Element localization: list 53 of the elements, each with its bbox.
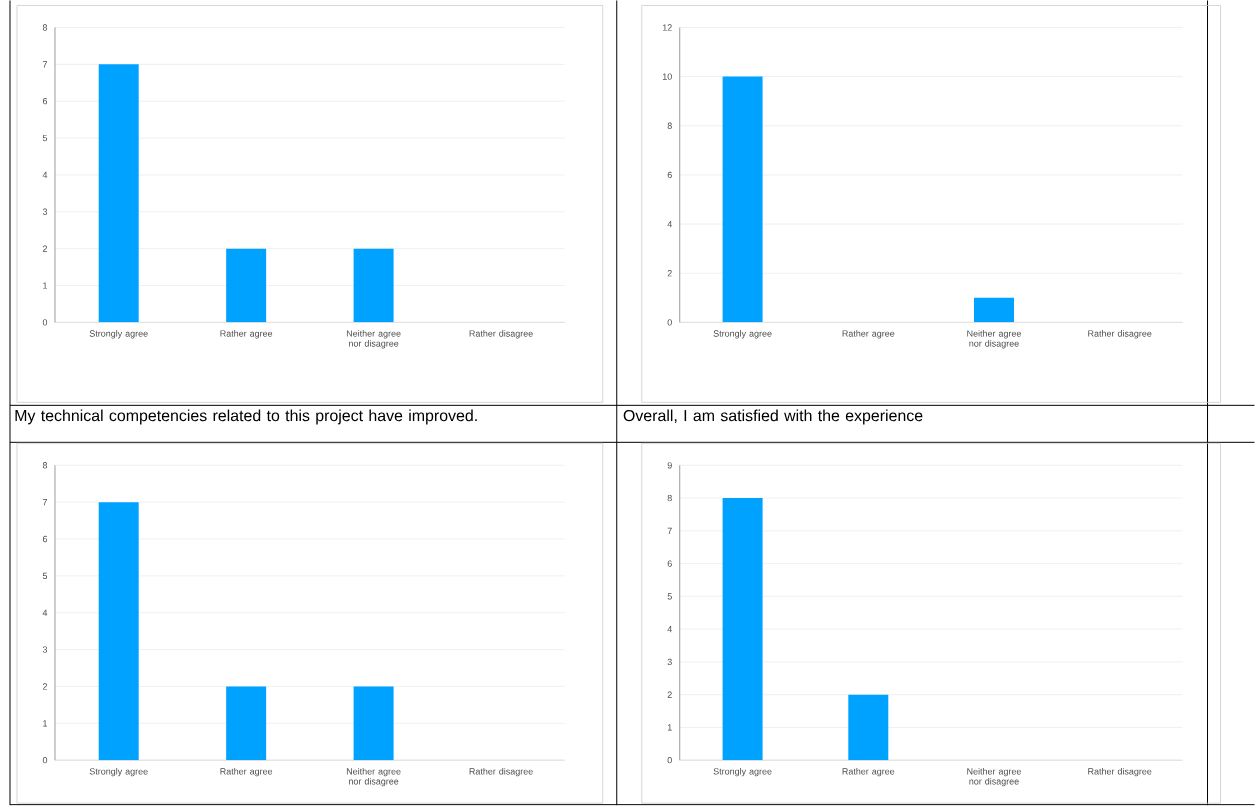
- x-tick-label: Rather disagree: [469, 768, 533, 777]
- y-tick-label: 7: [42, 61, 48, 68]
- x-tick-label: Rather disagree: [469, 330, 533, 339]
- y-tick-label: 2: [667, 691, 672, 698]
- y-tick-label: 3: [42, 646, 48, 653]
- chart-title: My technical competencies related to this project have improved.: [15, 409, 477, 425]
- y-tick-label: 8: [42, 462, 48, 469]
- y-tick-label: 4: [42, 609, 48, 616]
- y-tick-label: 7: [42, 499, 48, 506]
- y-tick-label: 6: [42, 98, 48, 105]
- x-tick-label: Strongly agree: [89, 768, 148, 777]
- y-tick-label: 8: [42, 24, 48, 31]
- y-tick-label: 0: [667, 319, 672, 326]
- y-tick-label: 4: [42, 171, 48, 179]
- y-tick-label: 2: [42, 683, 48, 690]
- y-tick-label: 5: [42, 572, 48, 580]
- y-tick-label: 0: [42, 757, 48, 764]
- x-tick-label: Neither agree nor disagree: [967, 330, 1021, 349]
- x-tick-label: Rather agree: [220, 330, 273, 339]
- y-tick-label: 8: [667, 122, 672, 130]
- x-tick-label: Strongly agree: [713, 330, 772, 339]
- y-tick-label: 1: [43, 720, 48, 727]
- y-tick-label: 6: [667, 171, 672, 179]
- x-tick-label: Neither agree nor disagree: [346, 768, 401, 787]
- y-tick-label: 8: [667, 495, 672, 502]
- x-tick-label: Neither agree nor disagree: [346, 330, 401, 349]
- y-tick-label: 7: [667, 527, 672, 535]
- y-tick-label: 5: [667, 593, 672, 600]
- y-tick-label: 1: [43, 282, 48, 289]
- y-tick-label: 0: [667, 757, 672, 764]
- x-tick-label: Strongly agree: [713, 768, 772, 777]
- y-tick-label: 5: [42, 135, 48, 142]
- y-tick-label: 4: [667, 626, 672, 633]
- x-tick-label: Rather agree: [842, 768, 895, 777]
- y-tick-label: 12: [662, 24, 672, 31]
- x-tick-label: Rather disagree: [1088, 330, 1152, 339]
- y-tick-label: 1: [667, 724, 672, 731]
- y-tick-label: 6: [667, 560, 672, 567]
- x-tick-label: Rather agree: [220, 768, 273, 777]
- y-tick-label: 2: [42, 245, 48, 252]
- y-tick-label: 2: [667, 270, 672, 277]
- x-tick-label: Strongly agree: [89, 330, 148, 339]
- y-tick-label: 6: [42, 536, 48, 543]
- y-tick-label: 3: [667, 658, 672, 666]
- y-tick-label: 3: [42, 208, 48, 216]
- y-tick-label: 9: [667, 462, 672, 469]
- chart-title: Overall, I am satisfied with the experience: [623, 409, 923, 425]
- y-tick-label: 10: [662, 73, 672, 80]
- y-tick-label: 4: [667, 221, 672, 228]
- x-tick-label: Neither agree nor disagree: [967, 768, 1021, 787]
- x-tick-label: Rather disagree: [1088, 768, 1152, 777]
- x-tick-label: Rather agree: [842, 330, 895, 339]
- y-tick-label: 0: [42, 319, 48, 326]
